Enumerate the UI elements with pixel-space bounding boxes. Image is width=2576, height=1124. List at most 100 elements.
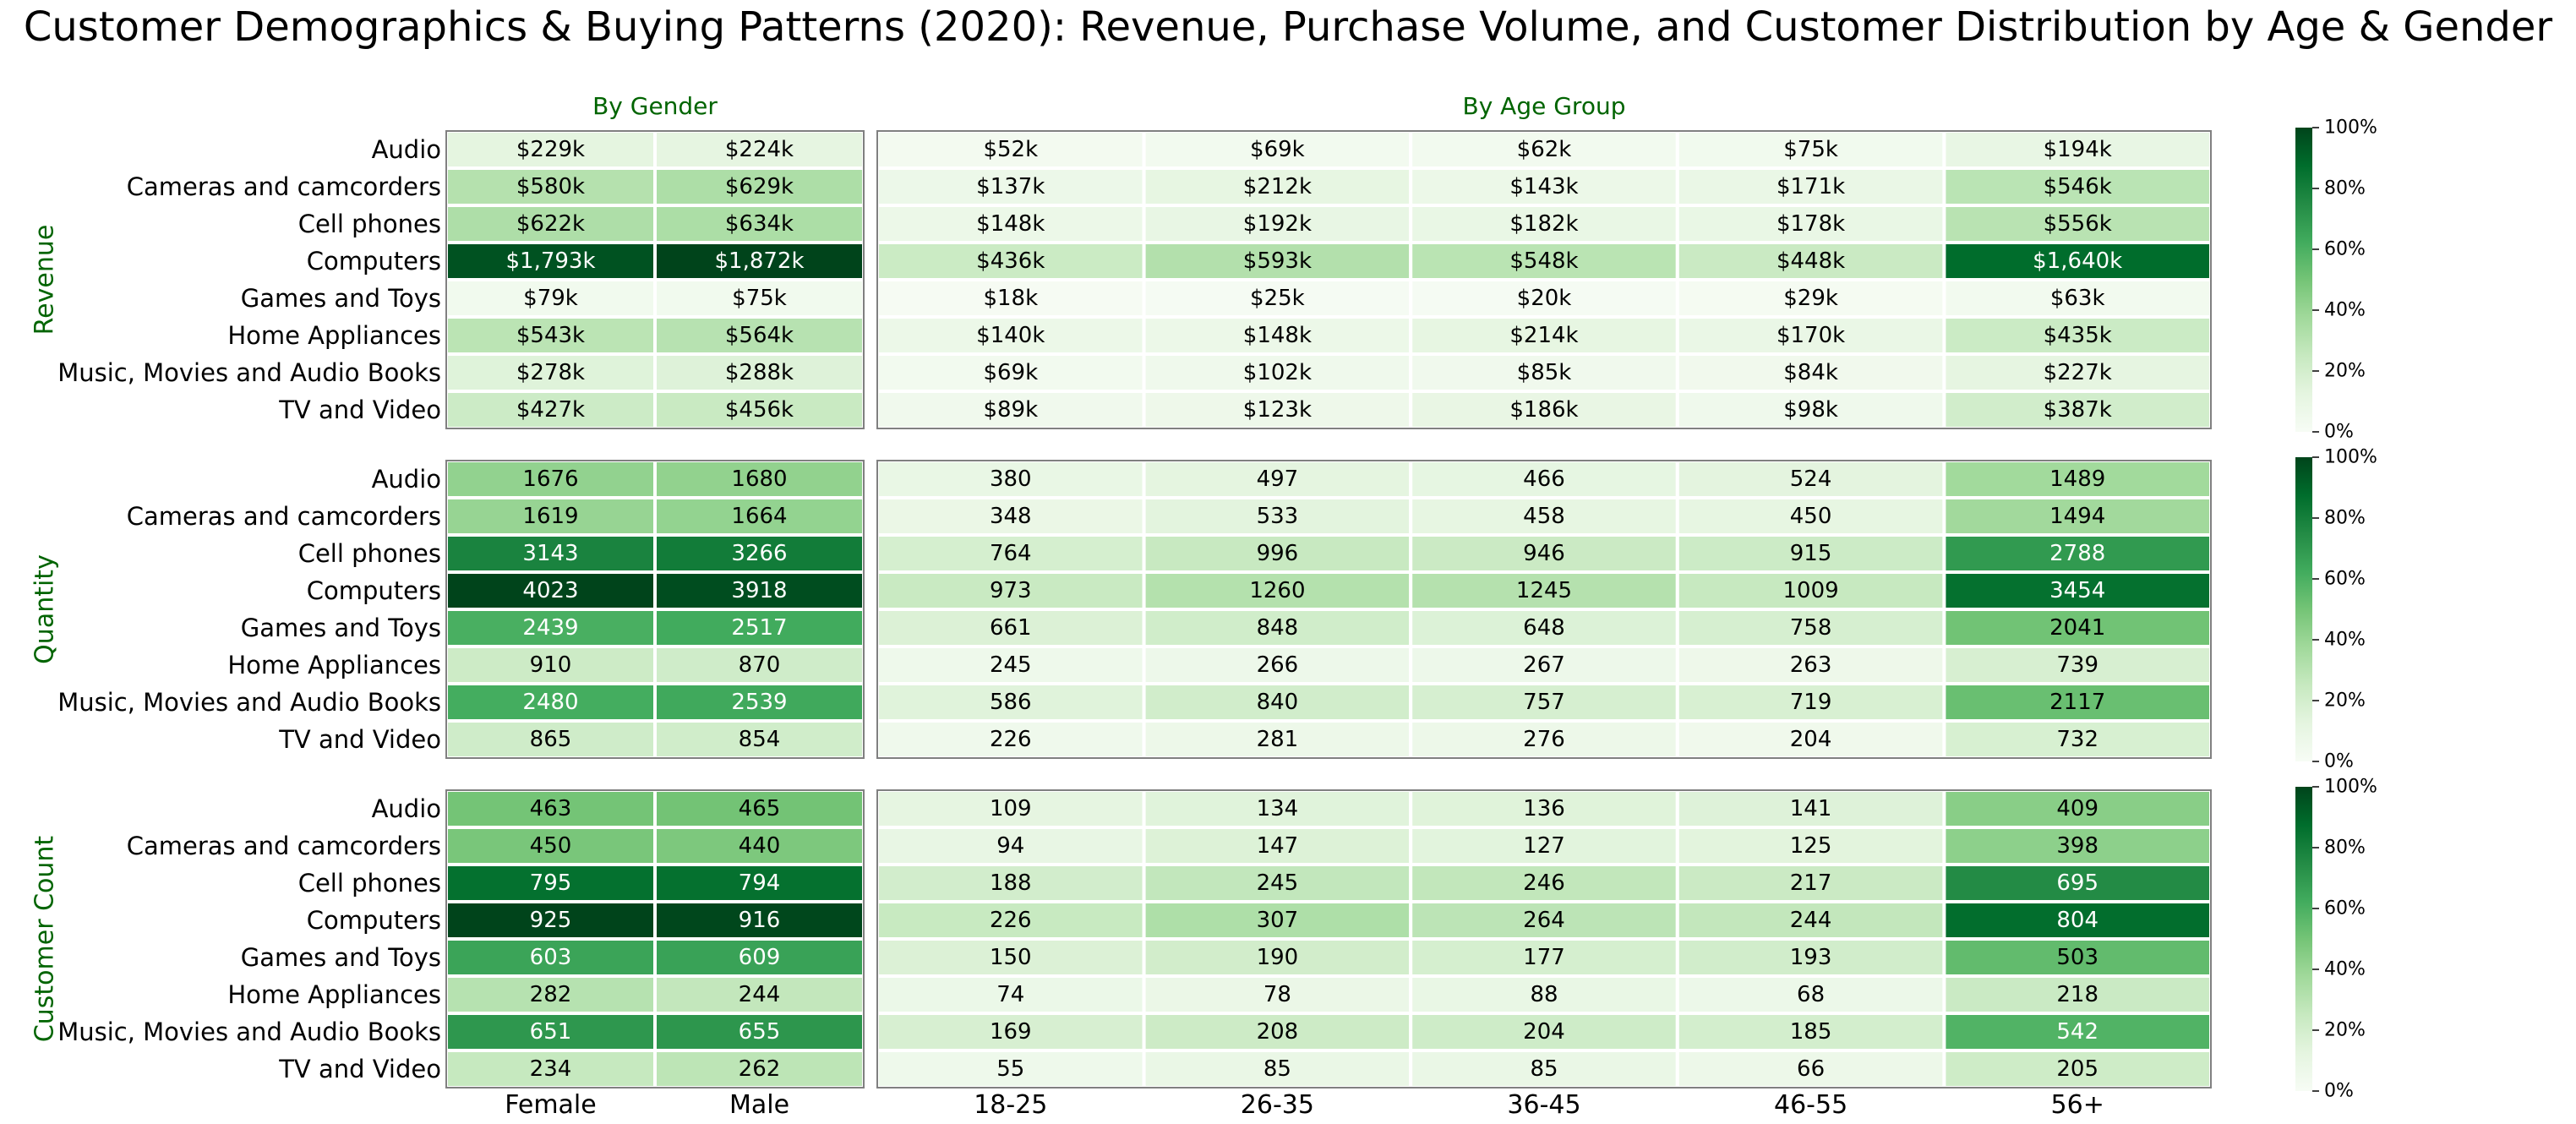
cell-value-label: 1489 bbox=[2049, 467, 2105, 492]
cell-value-label: 208 bbox=[1257, 1019, 1299, 1045]
cell-value-label: 2539 bbox=[731, 690, 787, 715]
heatmap-cell bbox=[876, 608, 1146, 648]
colorbar-tick-label: 40% bbox=[2324, 300, 2366, 321]
cell-value-label: 1680 bbox=[731, 467, 787, 492]
cell-value-label: 281 bbox=[1257, 727, 1299, 752]
cell-value-label: 109 bbox=[990, 796, 1032, 821]
heatmap-cell bbox=[1142, 204, 1413, 244]
cell-value-label: 586 bbox=[990, 690, 1032, 715]
cell-value-label: $227k bbox=[2044, 360, 2112, 385]
cell-value-label: 3143 bbox=[522, 541, 578, 566]
cell-value-label: $1,872k bbox=[714, 248, 804, 274]
cell-value-label: 854 bbox=[739, 727, 781, 752]
colorbar-tick-label: 100% bbox=[2324, 777, 2377, 798]
category-label: Home Appliances bbox=[227, 651, 441, 679]
category-label: TV and Video bbox=[278, 1055, 441, 1083]
colorbar-tick-label: 100% bbox=[2324, 447, 2377, 468]
cell-value-label: $288k bbox=[725, 360, 794, 385]
cell-value-label: 524 bbox=[1790, 467, 1832, 492]
cell-value-label: $29k bbox=[1783, 286, 1838, 311]
heatmap-cell bbox=[653, 278, 865, 319]
panel-frame-gender bbox=[445, 130, 865, 429]
cell-value-label: $194k bbox=[2044, 137, 2112, 162]
cell-value-label: 758 bbox=[1790, 615, 1832, 641]
x-tick-label-age: 36-45 bbox=[1507, 1090, 1580, 1120]
cell-value-label: 94 bbox=[996, 833, 1024, 859]
cell-value-label: 185 bbox=[1790, 1019, 1832, 1045]
cell-value-label: 267 bbox=[1523, 652, 1565, 678]
colorbar-tick-label: 20% bbox=[2324, 690, 2366, 712]
cell-value-label: 865 bbox=[530, 727, 572, 752]
cell-value-label: 1664 bbox=[731, 504, 787, 529]
cell-value-label: 226 bbox=[990, 908, 1032, 933]
cell-value-label: 263 bbox=[1790, 652, 1832, 678]
category-label: Computers bbox=[307, 906, 441, 935]
cell-value-label: 465 bbox=[739, 796, 781, 821]
cell-value-label: 262 bbox=[739, 1056, 781, 1082]
cell-value-label: 2517 bbox=[731, 615, 787, 641]
cell-value-label: $192k bbox=[1243, 211, 1312, 237]
cell-value-label: $148k bbox=[1243, 323, 1312, 348]
cell-value-label: 542 bbox=[2056, 1019, 2098, 1045]
cell-value-label: $148k bbox=[976, 211, 1045, 237]
colorbar-tick-label: 20% bbox=[2324, 1020, 2366, 1041]
colorbar-tick-label: 60% bbox=[2324, 569, 2366, 590]
cell-value-label: 127 bbox=[1523, 833, 1565, 859]
category-label: Home Appliances bbox=[227, 980, 441, 1009]
heatmap-cell bbox=[876, 788, 1146, 829]
colorbar-tick-label: 40% bbox=[2324, 959, 2366, 980]
cell-value-label: 4023 bbox=[522, 578, 578, 603]
cell-value-label: 136 bbox=[1523, 796, 1565, 821]
heatmap-cell bbox=[445, 570, 657, 611]
heatmap-cell bbox=[1409, 608, 1679, 648]
cell-value-label: $629k bbox=[725, 174, 794, 199]
cell-value-label: $69k bbox=[1250, 137, 1305, 162]
colorbar-tick-label: 80% bbox=[2324, 508, 2366, 529]
heatmap-cell bbox=[1675, 974, 1946, 1015]
category-label: Cameras and camcorders bbox=[127, 502, 441, 531]
cell-value-label: $427k bbox=[516, 397, 585, 423]
heatmap-cell bbox=[876, 900, 1146, 941]
cell-value-label: 85 bbox=[1263, 1056, 1291, 1082]
heatmap-cell bbox=[1675, 204, 1946, 244]
cell-value-label: $435k bbox=[2044, 323, 2112, 348]
colorbar-tick-label: 0% bbox=[2324, 1081, 2354, 1102]
cell-value-label: 307 bbox=[1257, 908, 1299, 933]
colorbar-tick-label: 0% bbox=[2324, 422, 2354, 443]
cell-value-label: 1619 bbox=[522, 504, 578, 529]
cell-value-label: 2439 bbox=[522, 615, 578, 641]
cell-value-label: 150 bbox=[990, 945, 1032, 970]
cell-value-label: 55 bbox=[996, 1056, 1024, 1082]
cell-value-label: $89k bbox=[983, 397, 1038, 423]
heatmap-cell bbox=[1142, 459, 1413, 499]
cell-value-label: 440 bbox=[739, 833, 781, 859]
category-label: Music, Movies and Audio Books bbox=[57, 1018, 441, 1046]
cell-value-label: 804 bbox=[2056, 908, 2098, 933]
heatmap-cell bbox=[653, 533, 865, 574]
heatmap-cell bbox=[1409, 645, 1679, 685]
heatmap-cell bbox=[1675, 352, 1946, 393]
cell-value-label: 840 bbox=[1257, 690, 1299, 715]
category-label: Games and Toys bbox=[241, 284, 441, 313]
x-tick-label-age: 46-55 bbox=[1774, 1090, 1847, 1120]
cell-value-label: 246 bbox=[1523, 870, 1565, 896]
cell-value-label: $448k bbox=[1776, 248, 1845, 274]
heatmap-cell bbox=[1142, 390, 1413, 430]
cell-value-label: 651 bbox=[530, 1019, 572, 1045]
cell-value-label: 463 bbox=[530, 796, 572, 821]
cell-value-label: $548k bbox=[1509, 248, 1578, 274]
heatmap-cell bbox=[653, 459, 865, 499]
category-label: Computers bbox=[307, 247, 441, 276]
cell-value-label: 533 bbox=[1257, 504, 1299, 529]
category-label: Audio bbox=[372, 465, 441, 494]
heatmap-cell bbox=[1142, 496, 1413, 537]
colorbar bbox=[2295, 787, 2312, 1091]
cell-value-label: 732 bbox=[2056, 727, 2098, 752]
cell-value-label: $52k bbox=[983, 137, 1038, 162]
cell-value-label: $546k bbox=[2044, 174, 2112, 199]
cell-value-label: 244 bbox=[739, 982, 781, 1007]
cell-value-label: 795 bbox=[530, 870, 572, 896]
cell-value-label: 348 bbox=[990, 504, 1032, 529]
cell-value-label: $75k bbox=[732, 286, 787, 311]
cell-value-label: $170k bbox=[1776, 323, 1845, 348]
